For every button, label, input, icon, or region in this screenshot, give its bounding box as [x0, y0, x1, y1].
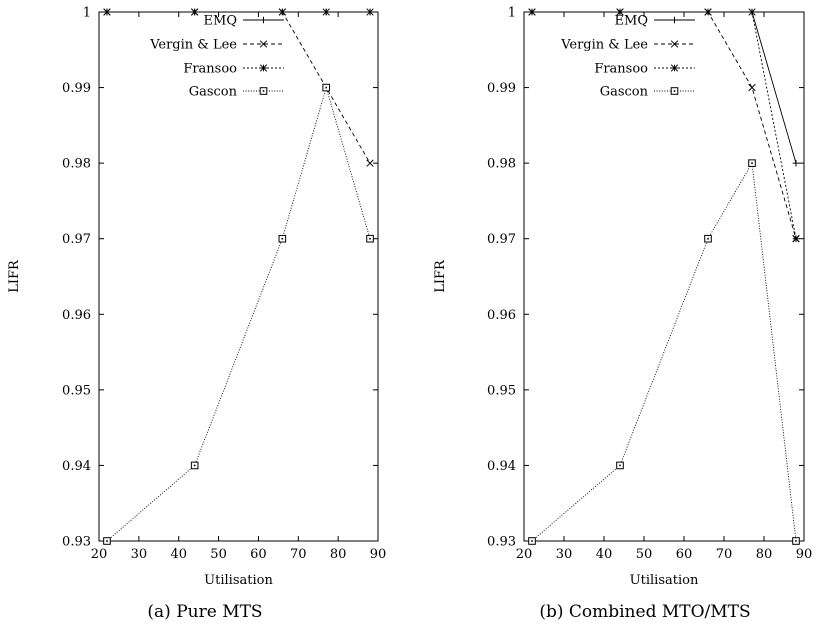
- y-tick-label: 0.93: [487, 535, 516, 550]
- plot-frame: [98, 11, 379, 542]
- data-point-series-3: [792, 235, 800, 243]
- legend-marker: [671, 16, 678, 24]
- data-point-series-2: [748, 83, 756, 92]
- data-point-series-3: [103, 8, 111, 16]
- x-tick-label: 20: [516, 547, 533, 562]
- series-line-4: [106, 85, 371, 542]
- y-tick-label: 0.98: [487, 157, 516, 172]
- y-tick-label: 0.95: [487, 383, 516, 398]
- x-tick-label: 30: [556, 547, 573, 562]
- x-tick-label: 40: [170, 547, 187, 562]
- legend-label: Gascon: [600, 85, 649, 100]
- legend-marker: [670, 64, 679, 72]
- y-tick-label: 0.99: [487, 81, 516, 96]
- x-tick-label: 50: [210, 547, 227, 562]
- x-tick-label: 20: [91, 547, 108, 562]
- data-point-series-4: [103, 537, 111, 545]
- data-point-series-2: [366, 159, 374, 167]
- data-point-series-1: [792, 159, 800, 167]
- data-point-series-3: [322, 8, 330, 16]
- y-axis-label: LIFR: [7, 259, 22, 293]
- legend-label: EMQ: [615, 14, 648, 29]
- data-point-series-3: [704, 8, 712, 16]
- legend-marker: [259, 87, 268, 95]
- panel-caption: (b) Combined MTO/MTS: [539, 602, 750, 622]
- data-point-series-3: [278, 8, 286, 16]
- data-point-series-3: [366, 8, 374, 16]
- legend-marker: [670, 40, 679, 48]
- data-point-series-4: [704, 234, 712, 243]
- x-tick-label: 50: [636, 547, 653, 562]
- legend-label: Vergin & Lee: [560, 38, 648, 53]
- x-tick-label: 90: [796, 547, 813, 562]
- series-line-1: [532, 11, 797, 164]
- x-tick-label: 90: [370, 547, 387, 562]
- x-tick-label: 40: [596, 547, 613, 562]
- legend: EMQ Vergin & Lee Fransoo Gascon: [560, 14, 695, 100]
- y-tick-label: 1: [508, 6, 516, 21]
- legend-marker: [259, 64, 268, 72]
- y-tick-label: 0.96: [62, 308, 91, 323]
- chart-panel-2: 20 30 40 50 60 70 80 90 0.93 0.94 0.95 0.96 0.97 0.98…: [433, 6, 812, 623]
- y-axis-label: LIFR: [433, 259, 448, 293]
- x-tick-label: 70: [716, 547, 733, 562]
- y-tick-label: 0.95: [62, 383, 91, 398]
- y-tick-label: 0.93: [62, 535, 91, 550]
- data-point-series-4: [748, 159, 756, 167]
- data-point-series-3: [616, 8, 624, 16]
- legend: EMQ Vergin & Lee Fransoo Gascon: [149, 14, 284, 100]
- x-axis-label: Utilisation: [630, 573, 699, 588]
- legend-label: EMQ: [204, 14, 237, 29]
- y-tick-label: 0.99: [62, 81, 91, 96]
- y-tick-label: 0.97: [62, 232, 91, 247]
- series-line-4: [531, 161, 797, 542]
- data-point-series-4: [616, 461, 624, 470]
- legend-label: Gascon: [189, 85, 238, 100]
- x-tick-label: 30: [131, 547, 148, 562]
- data-point-series-4: [792, 537, 800, 545]
- x-tick-label: 60: [676, 547, 693, 562]
- legend-label: Fransoo: [594, 62, 648, 77]
- y-tick-label: 1: [83, 6, 91, 21]
- data-point-series-3: [528, 8, 536, 16]
- legend-marker: [670, 87, 679, 95]
- chart-panel-1: 20 30 40 50 60 70 80 90 0.93 0.94 0.95 0.96 0.97 0.98…: [7, 6, 386, 623]
- x-tick-label: 60: [250, 547, 267, 562]
- data-point-series-4: [278, 234, 287, 243]
- plot-frame: [523, 11, 805, 542]
- y-tick-label: 0.97: [487, 232, 516, 247]
- data-point-series-4: [528, 537, 536, 545]
- series-line-2: [107, 11, 371, 164]
- data-point-series-3: [748, 8, 756, 16]
- y-tick-label: 0.98: [62, 157, 91, 172]
- y-tick-label: 0.94: [487, 459, 516, 474]
- y-tick-label: 0.94: [62, 459, 91, 474]
- data-point-series-4: [190, 461, 199, 470]
- panel-caption: (a) Pure MTS: [147, 602, 262, 622]
- data-point-series-4: [366, 234, 374, 243]
- y-tick-label: 0.96: [487, 308, 516, 323]
- legend-label: Vergin & Lee: [149, 38, 237, 53]
- data-point-series-3: [191, 8, 199, 16]
- legend-label: Fransoo: [183, 62, 237, 77]
- legend-marker: [260, 16, 267, 24]
- x-axis-label: Utilisation: [204, 573, 273, 588]
- data-point-series-4: [322, 83, 330, 92]
- x-tick-label: 70: [290, 547, 307, 562]
- x-tick-label: 80: [330, 547, 347, 562]
- legend-marker: [259, 40, 268, 48]
- x-tick-label: 80: [756, 547, 773, 562]
